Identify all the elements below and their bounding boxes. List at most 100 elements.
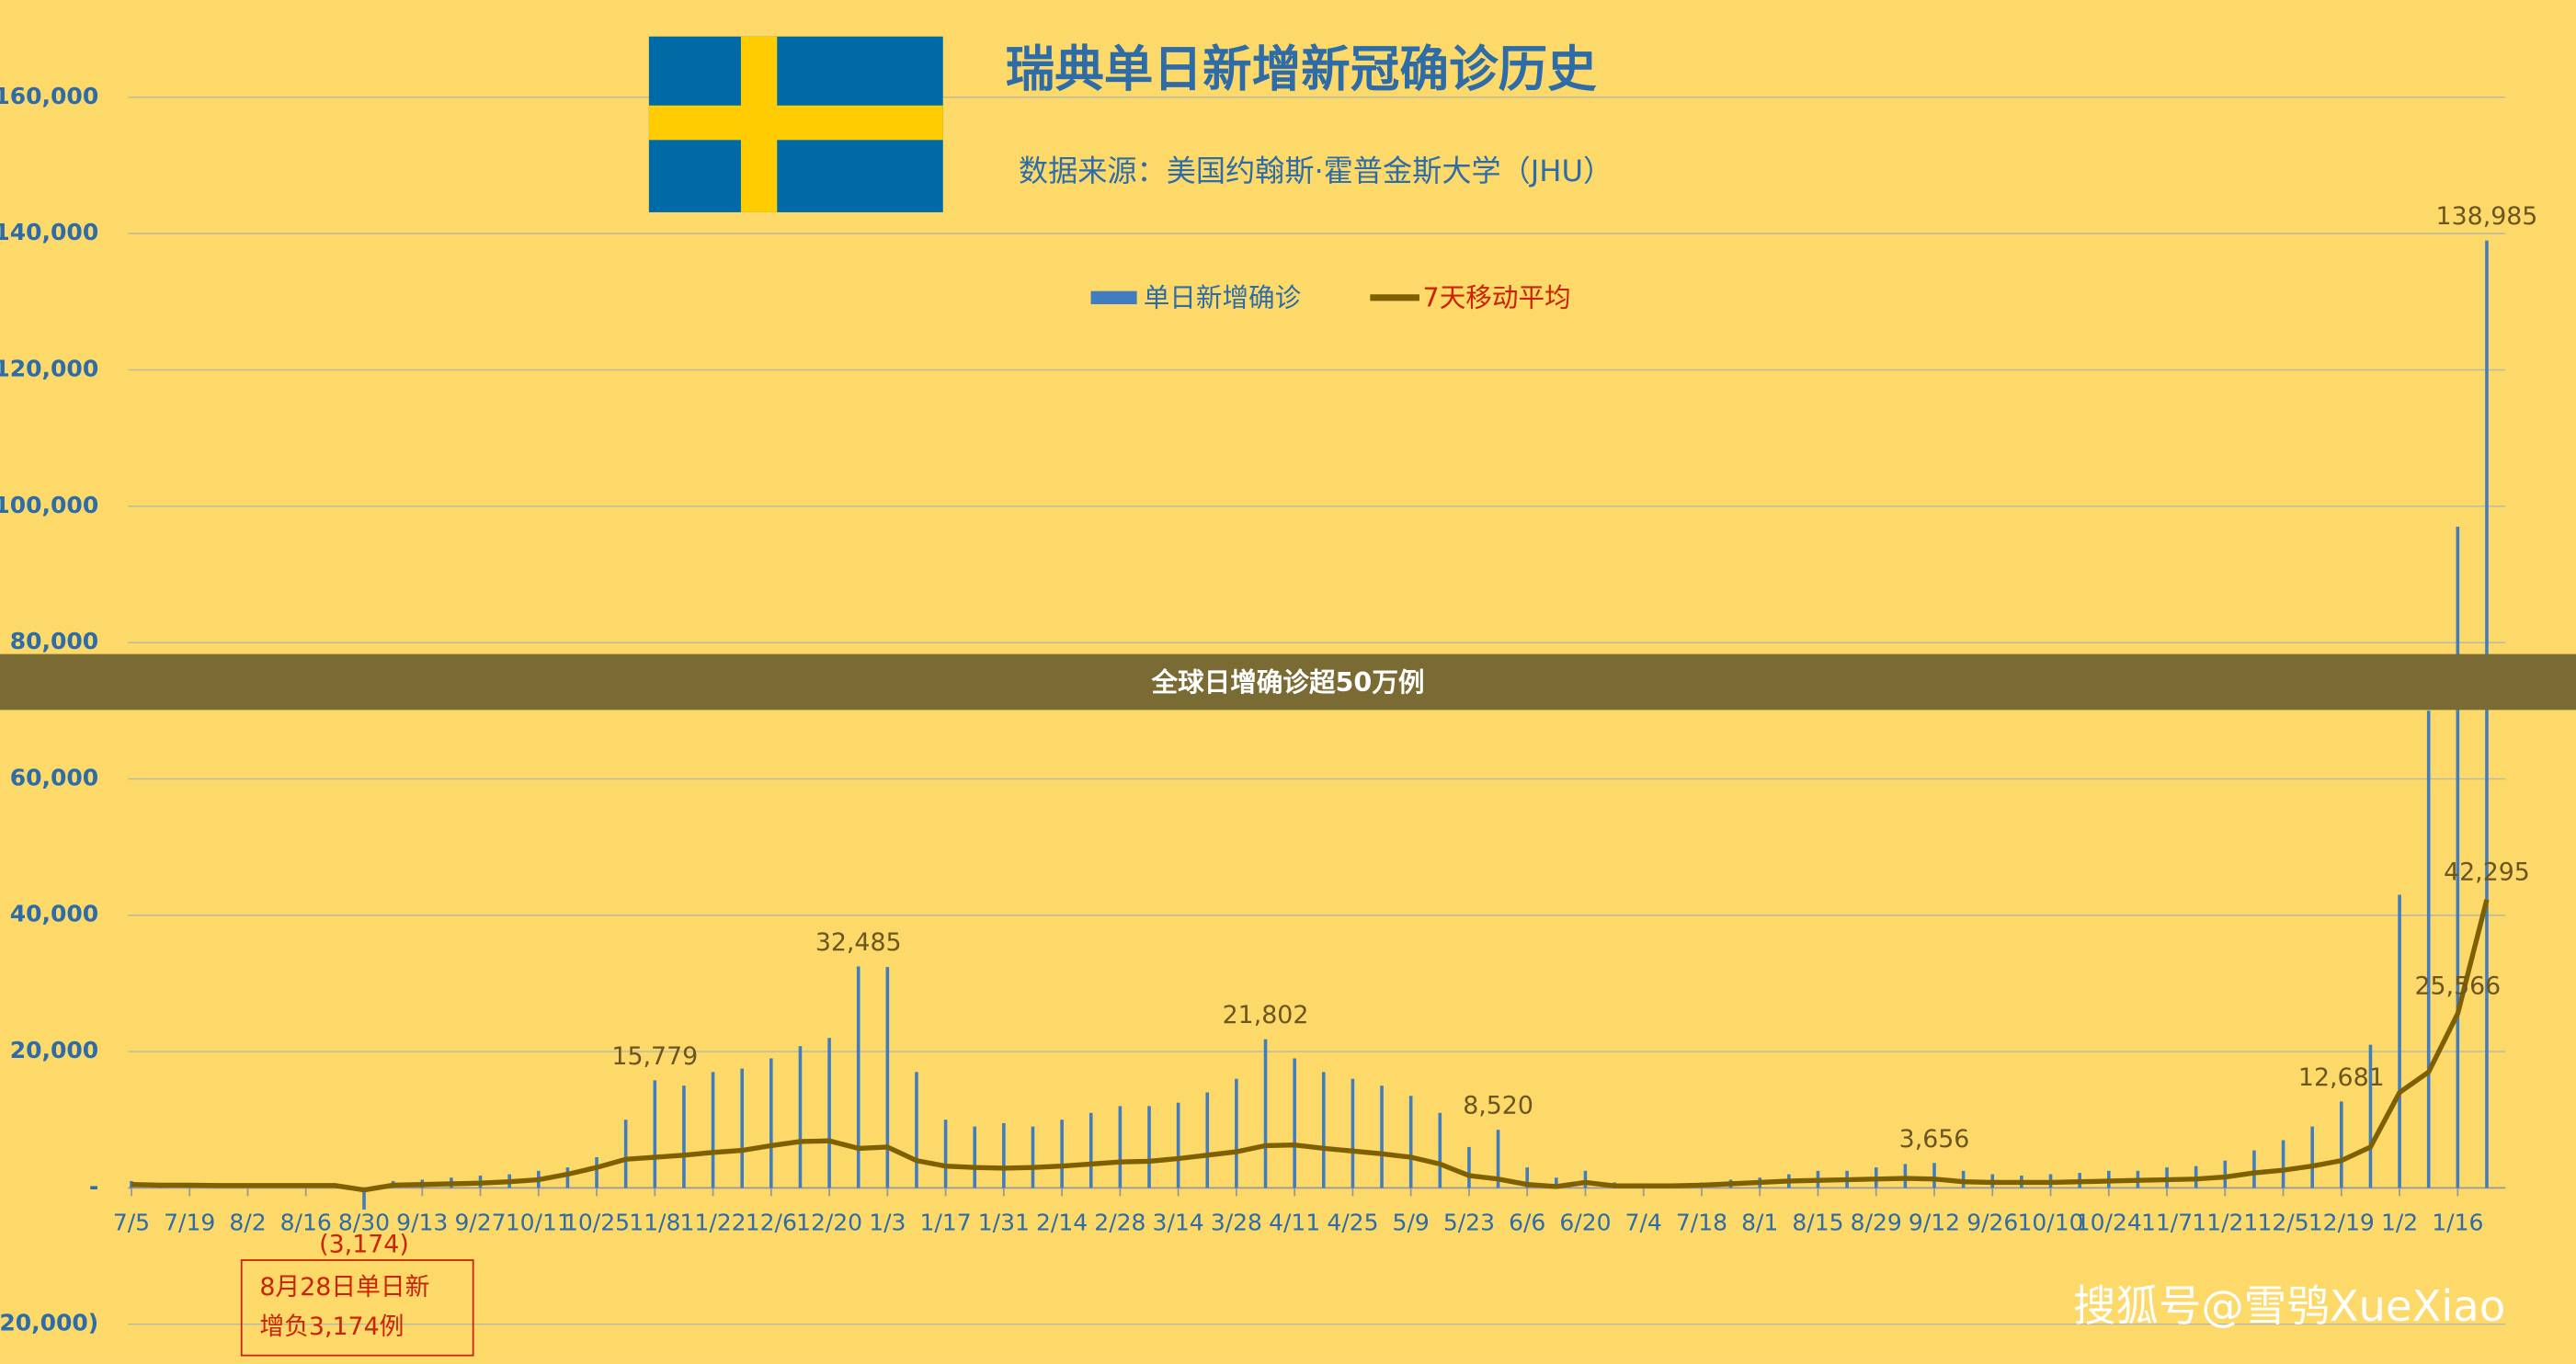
data-label: 21,802 — [1223, 1001, 1309, 1029]
bar — [1293, 1058, 1296, 1188]
bar — [915, 1072, 918, 1188]
annotation-box — [240, 1259, 474, 1357]
bar — [856, 966, 861, 1188]
x-tick-label: 2/14 — [1036, 1210, 1088, 1236]
x-tick-label: 11/7 — [2141, 1210, 2193, 1236]
x-tick-label: 6/6 — [1509, 1210, 1545, 1236]
x-tick-label: 9/26 — [1966, 1210, 2018, 1236]
x-tick-label: 4/25 — [1327, 1210, 1378, 1236]
bar — [1263, 1039, 1268, 1188]
y-tick-label: 80,000 — [10, 628, 98, 654]
bar — [1408, 1096, 1413, 1188]
data-label: 42,295 — [2444, 858, 2530, 887]
x-tick-label: 9/12 — [1909, 1210, 1960, 1236]
y-tick-label: 140,000 — [0, 219, 98, 245]
y-tick-label: 120,000 — [0, 355, 98, 381]
bar — [595, 1157, 598, 1188]
bar — [1031, 1126, 1035, 1188]
data-label: 25,566 — [2414, 972, 2501, 1001]
data-label: 15,779 — [611, 1042, 698, 1071]
x-tick-label: 1/3 — [869, 1210, 906, 1236]
x-tick-label: 8/16 — [280, 1210, 332, 1236]
bar — [1496, 1130, 1500, 1188]
y-tick-label: - — [89, 1173, 98, 1199]
bar — [1525, 1167, 1529, 1188]
bar — [1321, 1072, 1326, 1188]
x-tick-label: 1/31 — [978, 1210, 1030, 1236]
legend-label: 7天移动平均 — [1423, 282, 1571, 313]
data-label: 32,485 — [815, 928, 902, 957]
x-tick-label: 11/21 — [2192, 1210, 2258, 1236]
x-tick-label: 8/29 — [1851, 1210, 1902, 1236]
y-tick-label: 100,000 — [0, 492, 98, 518]
data-label: 138,985 — [2436, 202, 2538, 231]
bar — [2310, 1126, 2314, 1188]
flag — [648, 36, 943, 212]
banner — [0, 654, 2576, 710]
bar — [1176, 1102, 1180, 1188]
bar — [623, 1120, 628, 1188]
y-tick-label: (20,000) — [0, 1310, 98, 1336]
x-tick-label: 8/15 — [1792, 1210, 1843, 1236]
x-tick-label: 5/23 — [1443, 1210, 1495, 1236]
x-tick-label: 8/1 — [1741, 1210, 1778, 1236]
x-tick-label: 10/25 — [564, 1210, 630, 1236]
y-tick-label: 160,000 — [0, 83, 98, 109]
bar — [1235, 1078, 1238, 1188]
bar — [885, 967, 890, 1188]
bar — [1438, 1112, 1442, 1188]
banner-text: 全球日增确诊超50万例 — [1151, 666, 1425, 698]
bar — [1118, 1106, 1123, 1188]
bar — [1932, 1163, 1936, 1188]
bar — [827, 1038, 831, 1188]
watermark: 搜狐号@雪鸮XueXiao — [2073, 1281, 2505, 1331]
bar — [2340, 1101, 2343, 1188]
bar — [682, 1086, 686, 1188]
x-tick-label: 11/22 — [680, 1210, 747, 1236]
bar — [711, 1072, 715, 1188]
x-tick-label: 5/9 — [1393, 1210, 1430, 1236]
x-tick-label: 12/19 — [2308, 1210, 2375, 1236]
x-tick-label: 12/20 — [796, 1210, 862, 1236]
bar — [1089, 1112, 1093, 1188]
x-tick-label: 8/30 — [338, 1210, 390, 1236]
x-tick-label: 7/18 — [1676, 1210, 1727, 1236]
bar — [973, 1126, 977, 1188]
bar — [653, 1080, 657, 1188]
bar — [1467, 1146, 1471, 1188]
bar — [1002, 1122, 1006, 1188]
bar — [362, 1188, 366, 1210]
x-tick-label: 7/19 — [164, 1210, 215, 1236]
bar — [2281, 1140, 2285, 1188]
x-tick-label: 10/11 — [506, 1210, 572, 1236]
y-tick-label: 20,000 — [10, 1037, 98, 1063]
bar — [1147, 1106, 1151, 1188]
x-tick-label: 10/24 — [2076, 1210, 2142, 1236]
bar — [769, 1058, 773, 1188]
bar — [1583, 1170, 1588, 1188]
bar — [2426, 710, 2431, 1188]
x-tick-label: 12/6 — [746, 1210, 797, 1236]
x-tick-label: 9/27 — [454, 1210, 506, 1236]
bar — [565, 1167, 570, 1188]
x-tick-label: 1/16 — [2432, 1210, 2483, 1236]
x-tick-label: 1/17 — [920, 1210, 972, 1236]
data-label: 8,520 — [1463, 1092, 1533, 1120]
chart-title: 瑞典单日新增新冠确诊历史 — [1006, 40, 1598, 98]
bar — [2485, 240, 2489, 1188]
bar — [2368, 1044, 2373, 1188]
x-tick-label: 11/8 — [629, 1210, 680, 1236]
bar — [2223, 1160, 2228, 1188]
legend-label: 单日新增确诊 — [1144, 282, 1302, 313]
bar — [740, 1068, 744, 1188]
x-tick-label: 7/4 — [1625, 1210, 1662, 1236]
x-tick-label: 4/11 — [1269, 1210, 1320, 1236]
bar — [1351, 1078, 1355, 1188]
bar — [2252, 1150, 2256, 1188]
x-tick-label: 2/28 — [1094, 1210, 1146, 1236]
annotation: 增负3,174例 — [259, 1313, 404, 1341]
x-tick-label: 1/2 — [2381, 1210, 2418, 1236]
x-tick-label: 3/28 — [1211, 1210, 1262, 1236]
data-label: 3,656 — [1899, 1125, 1970, 1154]
